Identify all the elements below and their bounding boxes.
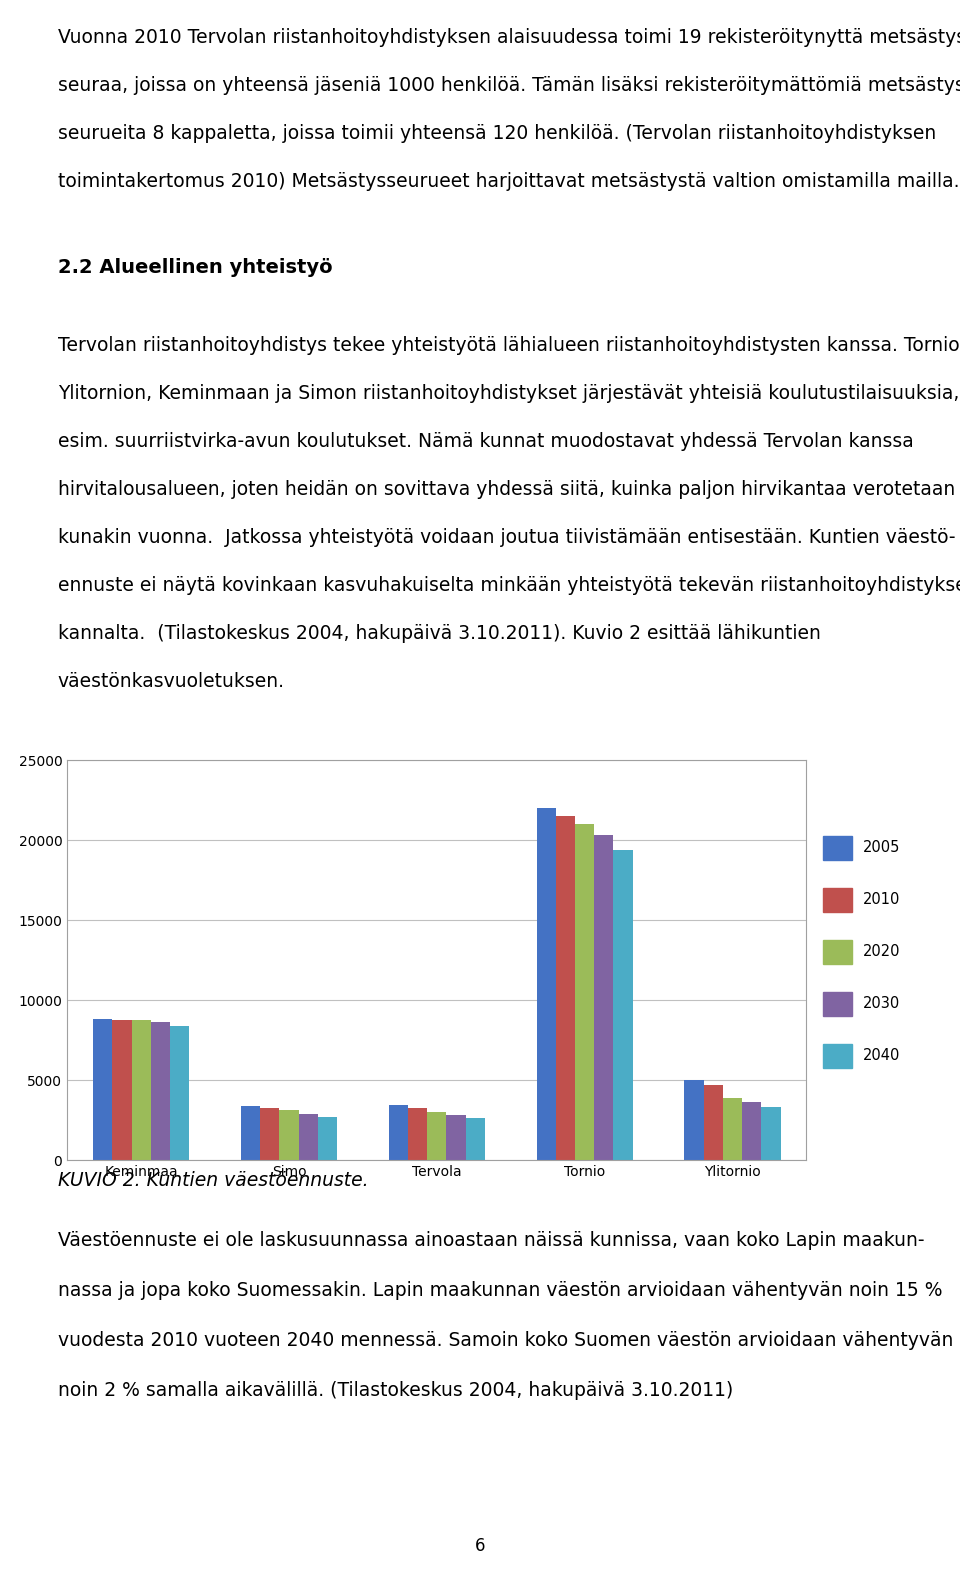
Bar (537, 807, 556, 1160)
Bar (299, 1113, 318, 1160)
Bar (823, 1044, 852, 1069)
Text: 2020: 2020 (863, 944, 900, 960)
Bar (742, 1102, 761, 1160)
Bar (427, 1111, 446, 1160)
Bar (132, 1020, 151, 1160)
Text: toimintakertomus 2010) Metsästysseurueet harjoittavat metsästystä valtion omista: toimintakertomus 2010) Metsästysseurueet… (58, 172, 959, 190)
Bar (761, 1107, 780, 1160)
Text: 2030: 2030 (863, 996, 900, 1012)
Bar (823, 836, 852, 859)
Bar (466, 1118, 485, 1160)
Text: vuodesta 2010 vuoteen 2040 mennessä. Samoin koko Suomen väestön arvioidaan vähen: vuodesta 2010 vuoteen 2040 mennessä. Sam… (58, 1332, 953, 1350)
Text: 2.2 Alueellinen yhteistyö: 2.2 Alueellinen yhteistyö (58, 258, 332, 277)
Text: KUVIO 2. Kuntien väestöennuste.: KUVIO 2. Kuntien väestöennuste. (58, 1171, 369, 1190)
Text: Väestöennuste ei ole laskusuunnassa ainoastaan näissä kunnissa, vaan koko Lapin : Väestöennuste ei ole laskusuunnassa aino… (58, 1231, 924, 1250)
Text: nassa ja jopa koko Suomessakin. Lapin maakunnan väestön arvioidaan vähentyvän no: nassa ja jopa koko Suomessakin. Lapin ma… (58, 1281, 942, 1300)
Bar (93, 1020, 112, 1160)
Bar (112, 1020, 132, 1160)
Bar (723, 1097, 742, 1160)
Text: seuraa, joissa on yhteensä jäseniä 1000 henkilöä. Tämän lisäksi rekisteröitymätt: seuraa, joissa on yhteensä jäseniä 1000 … (58, 76, 960, 94)
Bar (823, 888, 852, 911)
Text: esim. suurriistvirka-avun koulutukset. Nämä kunnat muodostavat yhdessä Tervolan : esim. suurriistvirka-avun koulutukset. N… (58, 431, 913, 452)
Bar (613, 850, 633, 1160)
Text: Ylitornion, Keminmaan ja Simon riistanhoitoyhdistykset järjestävät yhteisiä koul: Ylitornion, Keminmaan ja Simon riistanho… (58, 384, 959, 403)
Bar (575, 825, 594, 1160)
Bar (241, 1105, 260, 1160)
Text: Vuonna 2010 Tervolan riistanhoitoyhdistyksen alaisuudessa toimi 19 rekisteröityn: Vuonna 2010 Tervolan riistanhoitoyhdisty… (58, 28, 960, 47)
Bar (446, 1116, 466, 1160)
Bar (684, 1080, 704, 1160)
Text: hirvitalousalueen, joten heidän on sovittava yhdessä siitä, kuinka paljon hirvik: hirvitalousalueen, joten heidän on sovit… (58, 480, 955, 499)
Bar (389, 1105, 408, 1160)
Bar (170, 1026, 189, 1160)
Text: väestönkasvuoletuksen.: väestönkasvuoletuksen. (58, 672, 284, 691)
Text: ennuste ei näytä kovinkaan kasvuhakuiselta minkään yhteistyötä tekevän riistanho: ennuste ei näytä kovinkaan kasvuhakuisel… (58, 576, 960, 595)
Bar (556, 815, 575, 1160)
Bar (823, 940, 852, 963)
Text: 2010: 2010 (863, 892, 900, 908)
Text: kunakin vuonna.  Jatkossa yhteistyötä voidaan joutua tiivistämään entisestään. K: kunakin vuonna. Jatkossa yhteistyötä voi… (58, 527, 955, 548)
Bar (279, 1110, 299, 1160)
Text: 6: 6 (475, 1538, 485, 1555)
Text: seurueita 8 kappaletta, joissa toimii yhteensä 120 henkilöä. (Tervolan riistanho: seurueita 8 kappaletta, joissa toimii yh… (58, 124, 936, 143)
Bar (704, 1084, 723, 1160)
Bar (318, 1118, 337, 1160)
Text: kannalta.  (Tilastokeskus 2004, hakupäivä 3.10.2011). Kuvio 2 esittää lähikuntie: kannalta. (Tilastokeskus 2004, hakupäivä… (58, 623, 821, 644)
Text: 2040: 2040 (863, 1048, 900, 1064)
Bar (408, 1108, 427, 1160)
Bar (151, 1022, 170, 1160)
Text: 2005: 2005 (863, 841, 900, 856)
Bar (260, 1108, 279, 1160)
Bar (594, 836, 613, 1160)
Bar (823, 992, 852, 1015)
Text: noin 2 % samalla aikavälillä. (Tilastokeskus 2004, hakupäivä 3.10.2011): noin 2 % samalla aikavälillä. (Tilastoke… (58, 1380, 732, 1399)
Text: Tervolan riistanhoitoyhdistys tekee yhteistyötä lähialueen riistanhoitoyhdistyst: Tervolan riistanhoitoyhdistys tekee yhte… (58, 335, 960, 356)
